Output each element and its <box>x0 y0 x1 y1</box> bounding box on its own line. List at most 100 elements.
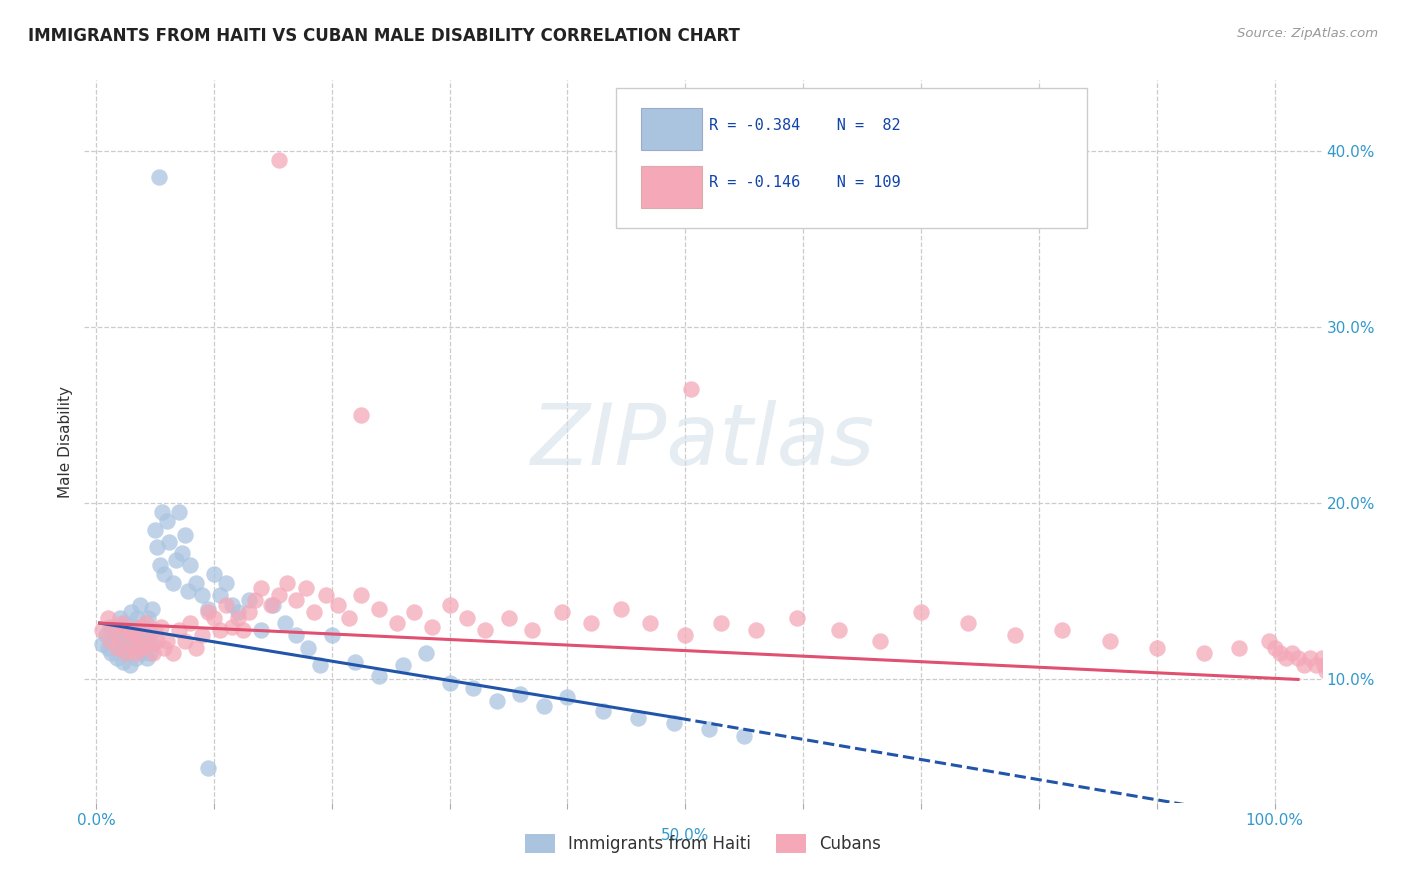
Point <box>121 606 143 620</box>
Point <box>132 619 155 633</box>
Point <box>128 599 150 613</box>
Point <box>267 153 290 167</box>
Point <box>153 566 176 581</box>
Point <box>1362 664 1385 678</box>
Text: R = -0.384    N =  82: R = -0.384 N = 82 <box>709 118 901 133</box>
Point <box>250 581 273 595</box>
Point <box>1286 651 1309 665</box>
Point <box>681 382 703 396</box>
Point <box>173 633 195 648</box>
Point <box>1331 658 1354 673</box>
Point <box>745 623 768 637</box>
Point <box>208 588 231 602</box>
Point <box>186 575 208 590</box>
Point <box>1305 658 1327 673</box>
Point <box>1360 658 1382 673</box>
Point <box>128 637 150 651</box>
Point <box>135 633 157 648</box>
Point <box>146 541 169 555</box>
Point <box>131 646 153 660</box>
Point <box>627 711 650 725</box>
Point <box>321 628 343 642</box>
Point <box>456 611 478 625</box>
Point <box>221 599 243 613</box>
Point <box>94 628 117 642</box>
Point <box>117 623 139 637</box>
Point <box>1350 658 1372 673</box>
Point <box>191 628 214 642</box>
Point <box>202 566 225 581</box>
Point <box>267 588 290 602</box>
Point <box>326 599 349 613</box>
Point <box>1315 664 1337 678</box>
Point <box>114 646 136 660</box>
Point <box>125 646 148 660</box>
Point <box>141 602 163 616</box>
Point <box>262 599 284 613</box>
Point <box>1052 623 1074 637</box>
Point <box>391 658 413 673</box>
Point <box>132 628 155 642</box>
Point <box>197 760 219 774</box>
Point <box>309 658 332 673</box>
Point <box>125 651 148 665</box>
Point <box>238 606 260 620</box>
Point <box>105 651 128 665</box>
Point <box>533 698 555 713</box>
Point <box>226 611 249 625</box>
Text: IMMIGRANTS FROM HAITI VS CUBAN MALE DISABILITY CORRELATION CHART: IMMIGRANTS FROM HAITI VS CUBAN MALE DISA… <box>28 27 740 45</box>
Point <box>142 637 165 651</box>
Point <box>827 623 849 637</box>
Point <box>869 633 891 648</box>
Point <box>226 606 249 620</box>
Point <box>350 408 373 422</box>
Point <box>485 693 508 707</box>
Point <box>344 655 367 669</box>
Point <box>122 628 145 642</box>
Point <box>110 640 132 655</box>
Point <box>1292 658 1315 673</box>
Point <box>315 588 337 602</box>
Point <box>1358 664 1381 678</box>
Point <box>273 615 295 630</box>
Point <box>550 606 572 620</box>
Point <box>1355 658 1378 673</box>
Point <box>129 628 152 642</box>
Point <box>1275 651 1298 665</box>
Point <box>350 588 373 602</box>
Point <box>1281 646 1303 660</box>
Point <box>91 637 114 651</box>
Point <box>221 619 243 633</box>
Point <box>112 615 135 630</box>
Point <box>910 606 932 620</box>
Point <box>245 593 267 607</box>
Point <box>103 619 125 633</box>
Point <box>1098 633 1121 648</box>
Point <box>579 615 602 630</box>
Point <box>415 646 437 660</box>
Point <box>1313 658 1336 673</box>
Point <box>162 646 184 660</box>
Point <box>509 687 531 701</box>
Point <box>162 575 184 590</box>
Point <box>463 681 485 696</box>
Point <box>139 646 162 660</box>
Point <box>156 514 179 528</box>
Point <box>138 637 160 651</box>
Point <box>118 633 141 648</box>
Point <box>165 552 187 566</box>
Text: Source: ZipAtlas.com: Source: ZipAtlas.com <box>1237 27 1378 40</box>
Point <box>368 602 391 616</box>
Point <box>557 690 579 704</box>
Point <box>1327 658 1350 673</box>
Point <box>638 615 661 630</box>
Point <box>592 704 614 718</box>
Point <box>146 633 169 648</box>
Point <box>697 722 720 736</box>
Point <box>1270 646 1292 660</box>
Point <box>1339 664 1361 678</box>
Point <box>100 646 122 660</box>
Point <box>128 619 150 633</box>
Legend: Immigrants from Haiti, Cubans: Immigrants from Haiti, Cubans <box>519 827 887 860</box>
Point <box>138 623 160 637</box>
